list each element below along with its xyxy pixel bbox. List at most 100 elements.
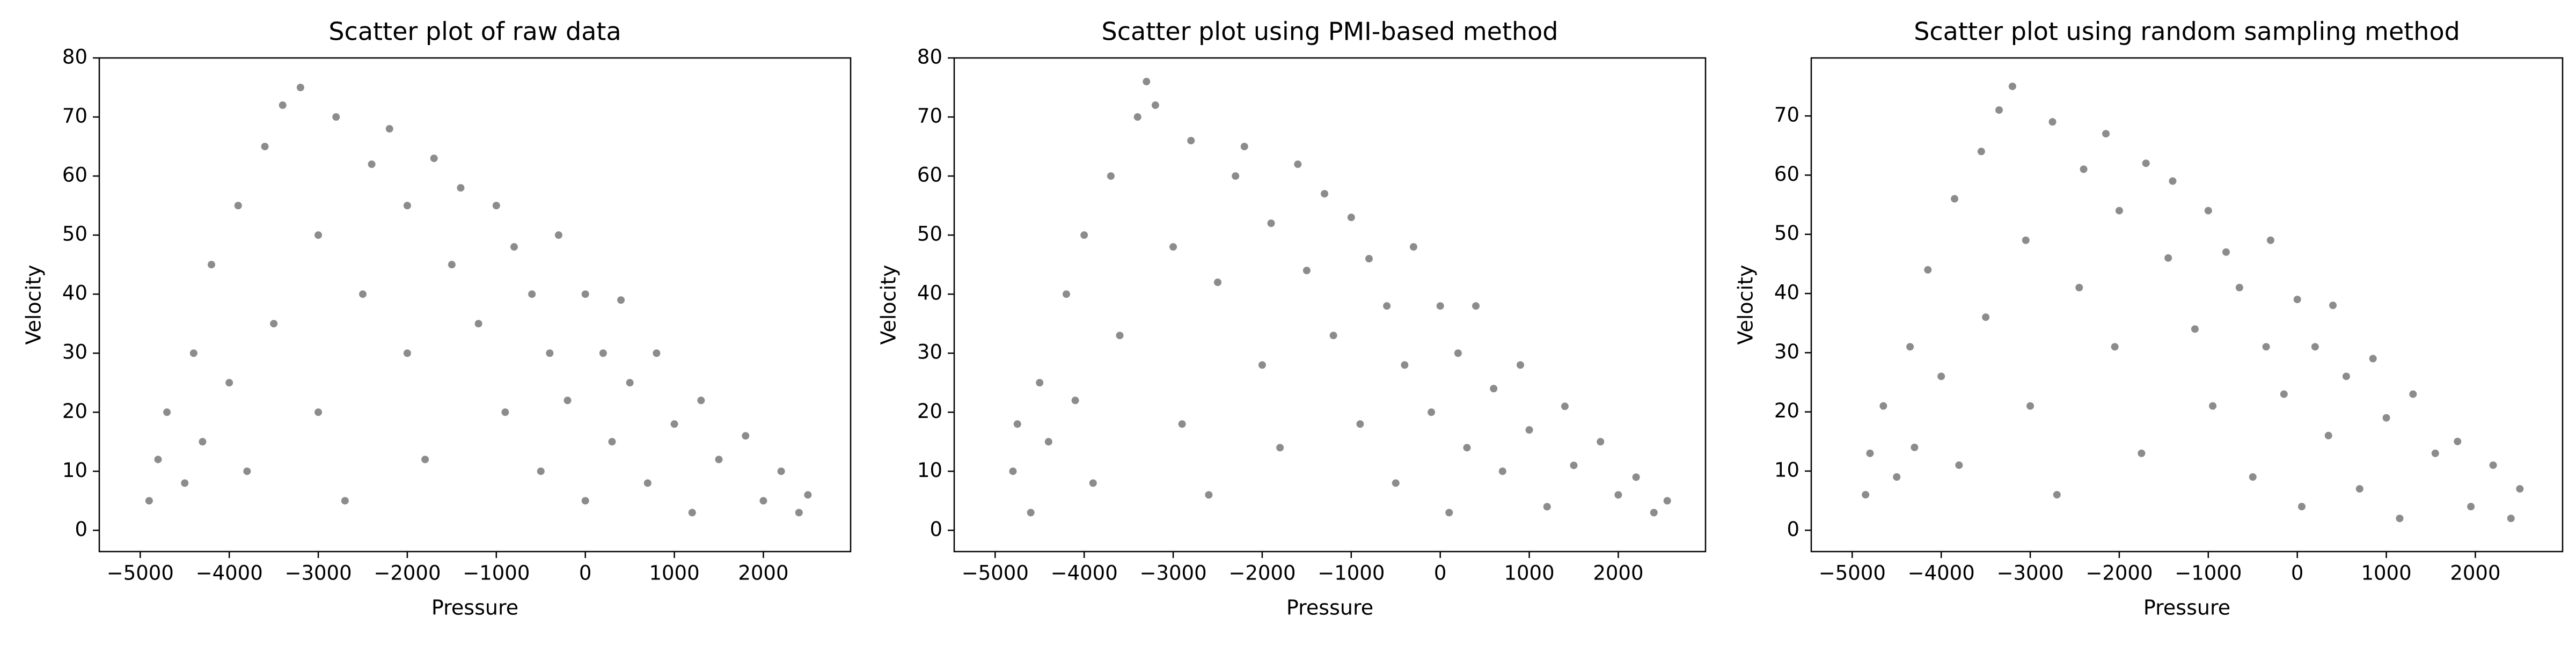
scatter-point — [501, 408, 509, 416]
scatter-point — [617, 296, 625, 304]
chart-title: Scatter plot of raw data — [328, 17, 621, 46]
x-tick-label: 1000 — [2361, 562, 2411, 585]
scatter-point — [1276, 444, 1284, 452]
scatter-point — [1213, 278, 1221, 287]
scatter-point — [492, 202, 500, 210]
y-axis-label: Velocity — [877, 265, 901, 344]
y-tick-label: 30 — [62, 341, 87, 364]
scatter-point — [421, 456, 429, 464]
scatter-point — [1169, 243, 1177, 251]
scatter-point — [2262, 343, 2270, 351]
scatter-point — [599, 349, 607, 357]
scatter-point — [154, 456, 162, 464]
y-tick-label: 30 — [917, 341, 942, 364]
scatter-point — [474, 320, 482, 328]
scatter-point — [1597, 438, 1605, 446]
scatter-point — [1205, 491, 1213, 499]
y-tick-label: 20 — [1774, 399, 1799, 422]
scatter-point — [1013, 420, 1021, 428]
scatter-point — [2204, 207, 2212, 215]
x-axis-label: Pressure — [2143, 596, 2230, 620]
scatter-point — [403, 349, 411, 357]
y-axis-label: Velocity — [22, 265, 46, 344]
scatter-point — [1862, 491, 1870, 499]
scatter-point — [314, 231, 323, 239]
x-tick-label: −1000 — [2175, 562, 2242, 585]
scatter-point — [1365, 255, 1373, 263]
x-tick-label: −4000 — [1908, 562, 1975, 585]
scatter-point — [1383, 302, 1391, 310]
x-tick-label: −5000 — [962, 562, 1029, 585]
y-tick-label: 40 — [1774, 281, 1799, 304]
y-tick-label: 0 — [1787, 518, 1799, 541]
scatter-point — [608, 438, 616, 446]
x-tick-label: −2000 — [374, 562, 441, 585]
scatter-point — [145, 497, 153, 505]
scatter-point — [243, 467, 251, 475]
scatter-point — [546, 349, 554, 357]
scatter-point — [1525, 426, 1533, 434]
scatter-point — [2138, 449, 2146, 457]
scatter-point — [1561, 402, 1569, 410]
scatter-point — [2080, 165, 2088, 173]
scatter-point — [2489, 461, 2497, 469]
y-tick-label: 50 — [1774, 222, 1799, 245]
y-tick-label: 50 — [917, 223, 942, 246]
scatter-point — [2324, 431, 2332, 439]
scatter-point — [1428, 408, 1436, 416]
scatter-point — [1133, 113, 1141, 121]
scatter-point — [1232, 172, 1240, 180]
scatter-point — [510, 243, 518, 251]
scatter-point — [385, 125, 393, 133]
scatter-point — [759, 497, 767, 505]
scatter-point — [1294, 160, 1302, 168]
scatter-point — [1071, 397, 1079, 405]
scatter-point — [1543, 503, 1551, 511]
x-tick-label: 2000 — [738, 562, 788, 585]
scatter-point — [697, 397, 705, 405]
scatter-point — [2516, 485, 2524, 493]
x-tick-label: −1000 — [463, 562, 530, 585]
scatter-point — [1516, 361, 1524, 369]
scatter-point — [1570, 461, 1578, 469]
scatter-point — [2022, 236, 2030, 244]
scatter-point — [2142, 159, 2150, 167]
y-tick-label: 20 — [62, 400, 87, 423]
scatter-point — [2409, 390, 2417, 398]
chart-title: Scatter plot using random sampling metho… — [1914, 17, 2460, 46]
scatter-point — [742, 432, 750, 440]
scatter-point — [296, 84, 304, 92]
scatter-point — [1267, 219, 1275, 227]
plot-frame — [1810, 57, 2564, 553]
scatter-point — [2342, 372, 2350, 380]
scatter-point — [332, 113, 340, 121]
scatter-point — [1401, 361, 1409, 369]
plot-frame — [953, 57, 1707, 553]
scatter-point — [1490, 385, 1498, 393]
scatter-point — [1347, 214, 1355, 222]
scatter-point — [537, 467, 545, 475]
scatter-point — [314, 408, 323, 416]
scatter-point — [1151, 101, 1159, 109]
scatter-point — [2169, 177, 2177, 185]
x-tick-label: −3000 — [1139, 562, 1206, 585]
scatter-point — [1392, 479, 1400, 487]
scatter-point — [2026, 402, 2035, 410]
y-tick-label: 60 — [1774, 163, 1799, 186]
scatter-point — [1893, 473, 1901, 481]
y-tick-label: 10 — [917, 459, 942, 482]
x-axis-label: Pressure — [431, 596, 518, 620]
y-tick-label: 80 — [62, 46, 87, 69]
scatter-point — [581, 290, 589, 298]
scatter-point — [715, 456, 723, 464]
scatter-point — [1951, 195, 1959, 203]
scatter-point — [2431, 449, 2439, 457]
scatter-point — [1955, 461, 1963, 469]
scatter-point — [1632, 473, 1640, 481]
scatter-point — [234, 202, 242, 210]
scatter-point — [2467, 503, 2475, 511]
x-tick-label: 1000 — [1504, 562, 1554, 585]
scatter-point — [2355, 485, 2363, 493]
scatter-point — [1044, 438, 1052, 446]
